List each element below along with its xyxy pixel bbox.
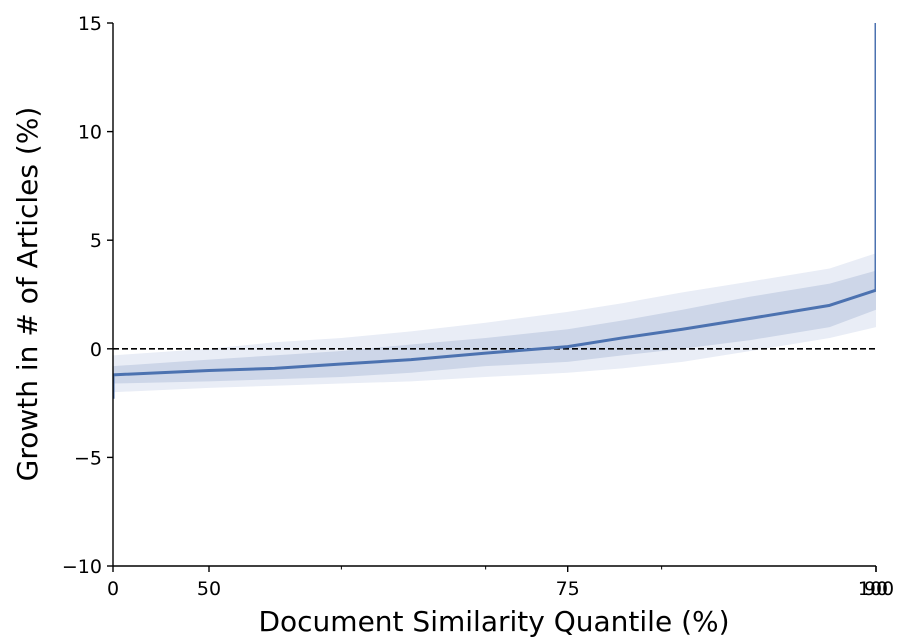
x-axis-label: Document Similarity Quantile (%): [258, 605, 729, 637]
y-tick-label: 5: [90, 230, 102, 252]
y-tick-label: 15: [78, 13, 102, 35]
x-minor-ticks: [112, 566, 877, 570]
x-tick-label: 75: [556, 578, 580, 600]
y-tick-label: −5: [74, 447, 102, 469]
inner-confidence-band: [113, 23, 876, 458]
x-tick-label: 0: [107, 578, 119, 600]
y-tick-label: 10: [78, 122, 102, 144]
x-tick-label: 100: [858, 578, 894, 600]
y-axis-label: Growth in # of Articles (%): [11, 107, 44, 482]
growth-line: [113, 23, 876, 399]
y-tick-label: 0: [90, 339, 102, 361]
outer-confidence-band: [113, 23, 876, 566]
y-ticks: −10 −5 0 5 10 15: [62, 13, 113, 578]
x-tick-label: 50: [197, 578, 221, 600]
y-tick-label: −10: [62, 556, 102, 578]
plot-area: [113, 23, 876, 566]
x-tick-label: 90: [864, 578, 888, 600]
